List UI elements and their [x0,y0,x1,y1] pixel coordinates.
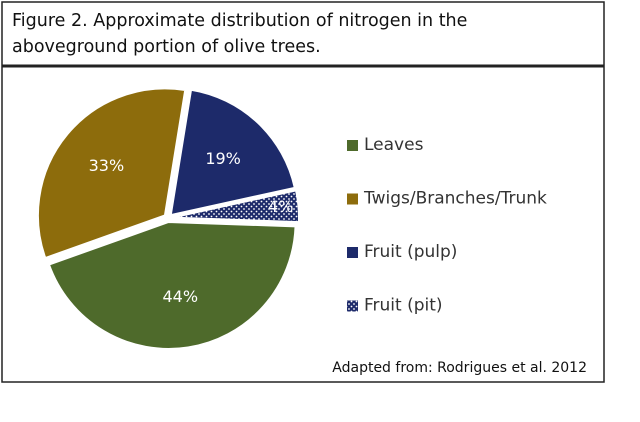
legend-label: Fruit (pit) [364,296,443,316]
legend-swatch [347,140,358,151]
pie-slice [169,88,296,217]
chart-title: Figure 2. Approximate distribution of ni… [12,11,467,31]
legend-swatch [347,247,358,258]
legend: Leaves Twigs/Branches/Trunk Fruit (pulp) Fr… [347,135,547,316]
chart-title: aboveground portion of olive trees. [12,37,321,57]
slice-label: 19% [205,149,241,168]
slice-label: 33% [89,156,125,175]
legend-label: Leaves [364,135,424,155]
pie-slice [47,220,297,350]
slice-label: 44% [162,287,198,306]
pie: 44% 33% 19% 4% [36,87,300,350]
legend-label: Fruit (pulp) [364,242,457,262]
source-note: Adapted from: Rodrigues et al. 2012 [332,360,587,376]
legend-swatch [347,193,358,205]
legend-swatch [347,300,358,312]
pie-slice [171,189,300,224]
slice-label: 4% [268,197,293,216]
legend-label: Twigs/Branches/Trunk [363,189,547,209]
pie-slice [36,87,187,260]
